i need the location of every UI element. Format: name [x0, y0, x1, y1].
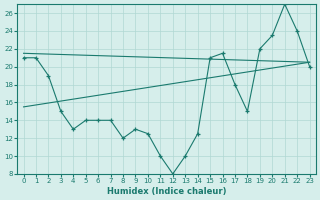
X-axis label: Humidex (Indice chaleur): Humidex (Indice chaleur): [107, 187, 226, 196]
